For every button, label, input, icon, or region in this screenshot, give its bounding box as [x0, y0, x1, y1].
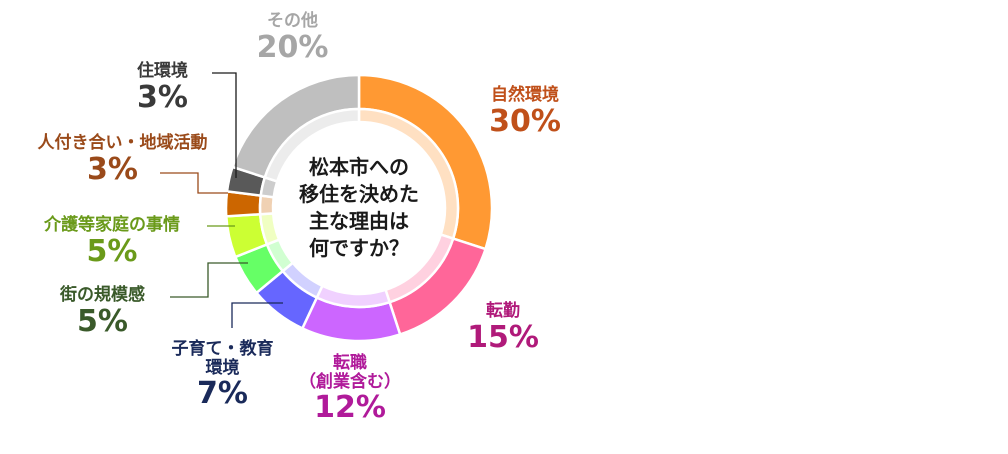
leader-line-community: [160, 172, 228, 194]
label-childcare-name1: 子育て・教育: [171, 339, 274, 359]
donut-slices: [224, 73, 494, 343]
label-jobchange: 転職 （創業含む） 12%: [285, 353, 415, 426]
label-community: 人付き合い・地域活動 3%: [20, 134, 225, 186]
donut-slice-inner-ring: [258, 194, 276, 216]
label-jobchange-name2: （創業含む）: [299, 371, 401, 392]
label-nature-name: 自然環境: [491, 85, 559, 105]
leader-line-childcare: [231, 302, 283, 328]
label-family: 介護等家庭の事情 5%: [22, 216, 202, 268]
label-transfer-name: 転勤: [486, 301, 520, 321]
label-community-name: 人付き合い・地域活動: [37, 133, 208, 153]
label-jobchange-name1: 転職: [333, 353, 367, 373]
label-transfer: 転勤 15%: [458, 302, 548, 354]
leader-line-citysize: [170, 262, 248, 298]
label-childcare-name2: 環境: [205, 357, 240, 378]
label-childcare-pct: 7%: [197, 376, 248, 412]
label-family-name: 介護等家庭の事情: [44, 215, 180, 235]
donut-slice-inner-ring: [263, 107, 361, 183]
label-other: その他 20%: [245, 12, 340, 64]
center-line-2: 移住を決めた: [299, 182, 419, 206]
label-jobchange-pct: 12%: [314, 390, 386, 426]
label-transfer-pct: 15%: [467, 319, 539, 355]
label-citysize-name: 街の規模感: [60, 285, 145, 305]
label-childcare: 子育て・教育 環境 7%: [155, 339, 290, 412]
leader-line-housing: [212, 72, 237, 178]
label-housing-name: 住環境: [137, 61, 188, 81]
label-citysize: 街の規模感 5%: [40, 286, 165, 338]
label-community-pct: 3%: [87, 151, 138, 187]
label-citysize-pct: 5%: [77, 303, 128, 339]
label-nature-pct: 30%: [489, 103, 561, 139]
leader-lines: [160, 72, 283, 328]
label-nature: 自然環境 30%: [470, 86, 580, 138]
donut-hole: [274, 123, 444, 293]
label-family-pct: 5%: [86, 233, 138, 269]
center-line-3: 主な理由は: [309, 209, 409, 233]
center-line-1: 松本市への: [309, 155, 409, 179]
label-other-name: その他: [267, 11, 318, 31]
label-housing-pct: 3%: [137, 79, 188, 115]
label-housing: 住環境 3%: [120, 62, 205, 114]
center-line-4: 何ですか？: [309, 236, 409, 260]
center-question: 松本市への 移住を決めた 主な理由は 何ですか？: [284, 154, 434, 262]
label-other-pct: 20%: [256, 29, 329, 65]
